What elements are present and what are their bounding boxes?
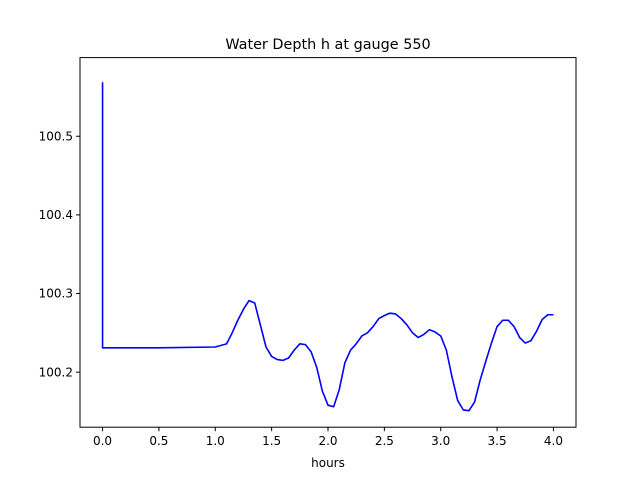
x-tick-label: 3.5: [488, 434, 507, 448]
x-axis-label: hours: [311, 456, 345, 470]
y-axis: 100.2 100.3 100.4 100.5: [39, 129, 80, 379]
x-tick-label: 1.5: [262, 434, 281, 448]
series-line-0: [101, 81, 554, 412]
y-tick-label: 100.5: [39, 129, 73, 143]
chart-title: Water Depth h at gauge 550: [225, 37, 430, 53]
x-tick-label: 0.5: [149, 434, 168, 448]
x-tick-label: 3.0: [431, 434, 450, 448]
y-tick-label: 100.4: [39, 208, 73, 222]
x-tick-label: 1.0: [206, 434, 225, 448]
y-tick-label: 100.3: [39, 287, 73, 301]
x-axis: 0.0 0.5 1.0 1.5 2.0 2.5 3.0 3.5 4.0: [93, 427, 563, 448]
x-tick-label: 2.0: [318, 434, 337, 448]
axes-frame: [79, 57, 577, 428]
x-tick-label: 0.0: [93, 434, 112, 448]
x-tick-label: 2.5: [375, 434, 394, 448]
x-tick-label: 4.0: [544, 434, 563, 448]
y-tick-label: 100.2: [39, 365, 73, 379]
plot-area: [101, 81, 554, 412]
